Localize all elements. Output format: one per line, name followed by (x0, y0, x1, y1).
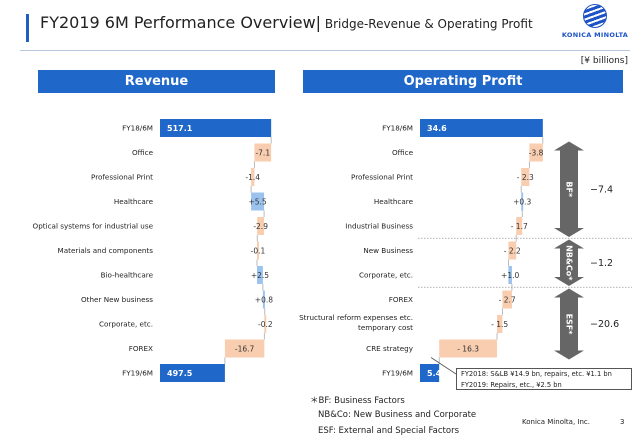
cre-note-leader-line (430, 357, 457, 375)
revenue-category-label: FY19/6M (122, 369, 153, 378)
revenue-value-label: -7.1 (255, 149, 270, 158)
group-name-label: BF* (565, 181, 574, 198)
revenue-value-label: -16.7 (235, 345, 255, 354)
revenue-category-label: Office (132, 148, 154, 157)
operating-profit-bar (502, 290, 512, 309)
revenue-value-label: +5.5 (248, 198, 266, 207)
revenue-value-label: -0.1 (251, 247, 266, 256)
operating-profit-value-label: - 2.2 (504, 247, 521, 256)
operating-profit-value-label: 34.6 (427, 124, 447, 133)
revenue-bar (160, 364, 225, 382)
group-brace-arrow-icon (554, 141, 584, 237)
revenue-bar (251, 168, 255, 186)
title-sub: Bridge-Revenue & Operating Profit (321, 17, 533, 31)
operating-profit-category-label: Industrial Business (345, 222, 413, 231)
revenue-category-label: Bio-healthcare (101, 271, 154, 280)
group-total-label: −1.2 (590, 258, 613, 269)
group-name-label: NB&Co* (565, 245, 574, 281)
operating-profit-value-label: - 2.7 (499, 296, 516, 305)
revenue-bar (254, 143, 272, 162)
operating-profit-category-label: FY19/6M (382, 369, 413, 378)
revenue-value-label: +0.8 (255, 296, 273, 305)
title-main: FY2019 6M Performance Overview| (40, 13, 322, 32)
revenue-value-label: -1.4 (245, 173, 260, 182)
revenue-category-label: FOREX (129, 344, 153, 353)
page-title: FY2019 6M Performance Overview| Bridge-R… (40, 13, 533, 32)
revenue-value-label: 517.1 (167, 124, 193, 133)
operating-profit-bar (508, 266, 512, 284)
operating-profit-category-label: FY18/6M (382, 124, 413, 133)
revenue-category-label: Optical systems for industrial use (33, 222, 154, 231)
operating-profit-bar (420, 119, 543, 137)
revenue-value-label: 497.5 (167, 369, 193, 378)
cre-note-box: FY2018: S&LB ¥14.9 bn, repairs, etc. ¥1.… (456, 368, 632, 390)
revenue-bar (257, 217, 265, 235)
page-number: 3 (620, 418, 625, 426)
operating-profit-value-label: - 16.3 (457, 345, 479, 354)
operating-profit-value-label: -3.8 (529, 149, 544, 158)
group-total-label: −7.4 (590, 184, 613, 195)
operating-profit-bar (516, 217, 523, 235)
operating-profit-bar (529, 143, 543, 162)
revenue-value-label: -2.9 (253, 222, 268, 231)
operating-profit-category-label: temporary cost (358, 323, 413, 332)
revenue-bar (264, 315, 267, 333)
operating-profit-category-label: Office (392, 148, 414, 157)
operating-profit-category-label: Structural reform expenses etc. (299, 313, 413, 322)
revenue-category-label: FY18/6M (122, 124, 153, 133)
group-brace-arrow-icon (554, 288, 584, 360)
footnote-esf: ESF: External and Special Factors (318, 426, 459, 436)
title-accent-bar (26, 14, 29, 42)
revenue-bar (224, 339, 265, 358)
footnote-bf: ＊BF: Business Factors (310, 396, 405, 406)
revenue-bar (256, 241, 259, 260)
operating-profit-bar (521, 192, 524, 211)
revenue-bar (160, 119, 272, 137)
revenue-value-label: -0.2 (258, 320, 273, 329)
revenue-value-label: +2.5 (251, 271, 269, 280)
unit-label: [¥ billions] (580, 56, 628, 66)
revenue-bar (251, 192, 265, 211)
operating-profit-value-label: - 2.3 (517, 173, 534, 182)
operating-profit-bar (439, 339, 498, 358)
operating-profit-category-label: FOREX (389, 295, 413, 304)
operating-profit-category-label: CRE strategy (366, 344, 414, 353)
group-name-label: ESF* (565, 314, 574, 336)
operating-profit-bar (420, 364, 440, 382)
note-line-2: FY2019: Repairs, etc., ¥2.5 bn (461, 380, 562, 389)
revenue-category-label: Corporate, etc. (99, 320, 153, 329)
revenue-category-label: Healthcare (114, 197, 154, 206)
group-brace-arrow-icon (554, 239, 584, 286)
company-name: Konica Minolta, Inc. (522, 418, 590, 426)
logo-text: KONICA MINOLTA (561, 31, 629, 39)
operating-profit-bar (497, 315, 503, 333)
operating-profit-value-label: - 1.5 (491, 320, 508, 329)
operating-profit-category-label: New Business (363, 246, 413, 255)
footnote-nbco: NB&Co: New Business and Corporate (318, 410, 477, 420)
company-logo: KONICA MINOLTA (558, 4, 632, 48)
title-rule (20, 50, 630, 51)
operating-profit-value-label: - 1.7 (511, 222, 528, 231)
operating-profit-category-label: Professional Print (351, 173, 413, 182)
revenue-bar (256, 266, 263, 284)
operating-profit-header: Operating Profit (303, 70, 623, 93)
group-total-label: −20.6 (590, 319, 619, 330)
operating-profit-category-label: Healthcare (374, 197, 414, 206)
operating-profit-category-label: Corporate, etc. (359, 271, 413, 280)
revenue-bar (262, 290, 265, 309)
revenue-category-label: Professional Print (91, 173, 153, 182)
operating-profit-bar (521, 168, 530, 186)
note-line-1: FY2018: S&LB ¥14.9 bn, repairs, etc. ¥1.… (461, 370, 612, 378)
revenue-category-label: Materials and components (58, 246, 154, 255)
operating-profit-value-label: +0.3 (513, 198, 531, 207)
operating-profit-value-label: +1.0 (501, 271, 519, 280)
revenue-header: Revenue (38, 70, 275, 93)
operating-profit-bar (508, 241, 517, 260)
globe-logo-icon (583, 4, 607, 28)
revenue-category-label: Other New business (81, 295, 153, 304)
operating-profit-value-label: 5.4 (427, 369, 442, 378)
